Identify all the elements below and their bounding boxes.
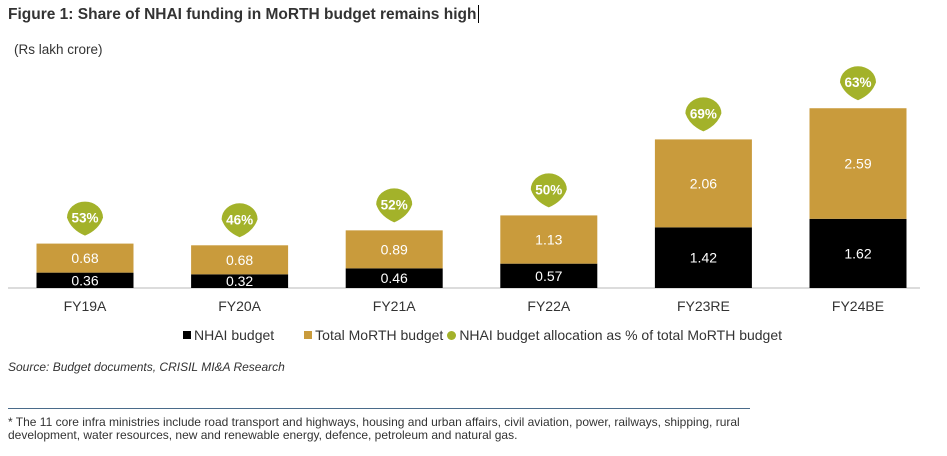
percent-bubble: [67, 201, 103, 236]
percent-bubble: [685, 97, 722, 132]
data-label-morth: 0.68: [226, 252, 253, 268]
legend-label: NHAI budget allocation as % of total MoR…: [459, 327, 783, 343]
data-label-morth: 1.13: [535, 232, 562, 248]
chart-title: Figure 1: Share of NHAI funding in MoRTH…: [8, 5, 480, 24]
data-label-morth: 0.89: [381, 241, 408, 257]
percent-bubble: [221, 203, 258, 238]
bar-nhai: [191, 274, 289, 288]
legend-swatch-nhai: [183, 331, 191, 339]
percent-label: 46%: [226, 212, 253, 227]
bar-nhai: [36, 272, 134, 288]
percent-bubble: [840, 66, 876, 101]
percent-label: 52%: [381, 197, 408, 212]
bar-morth: [36, 243, 134, 273]
percent-label: 50%: [535, 182, 562, 197]
x-tick-label: FY24BE: [832, 298, 884, 314]
footnote: * The 11 core infra ministries include r…: [8, 415, 740, 442]
bar-chart: 0.36 0.68 53% FY19A 0.32 0.68 46% FY20A 0.46 0.89…: [8, 66, 920, 314]
x-tick-label: FY23RE: [677, 298, 730, 314]
bar-morth: [345, 230, 443, 269]
legend-swatch-morth: [304, 331, 313, 339]
data-label-nhai: 1.62: [844, 245, 871, 261]
legend-item-morth: Total MoRTH budget: [304, 327, 443, 343]
data-label-nhai: 1.42: [690, 250, 717, 266]
x-tick-label: FY22A: [527, 298, 570, 314]
bar-morth: [191, 245, 289, 275]
text-cursor: [478, 5, 480, 23]
data-label-morth: 2.06: [690, 175, 717, 191]
bar-nhai: [809, 218, 907, 288]
source-note: Source: Budget documents, CRISIL MI&A Re…: [8, 360, 285, 374]
data-label-morth: 2.59: [844, 156, 871, 172]
bar-morth: [500, 215, 598, 264]
title-text: Figure 1: Share of NHAI funding in MoRTH…: [8, 6, 477, 23]
bar-morth: [809, 108, 907, 219]
x-tick-label: FY20A: [218, 298, 261, 314]
percent-bubble: [376, 188, 413, 223]
legend-item-nhai: NHAI budget: [183, 327, 274, 343]
x-tick-label: FY19A: [64, 298, 107, 314]
bar-nhai: [500, 263, 598, 288]
percent-label: 69%: [690, 106, 717, 121]
x-tick-label: FY21A: [373, 298, 416, 314]
percent-label: 53%: [71, 211, 98, 226]
percent-bubble: [530, 173, 567, 208]
legend-label: NHAI budget: [194, 327, 275, 343]
legend-label: Total MoRTH budget: [315, 327, 444, 343]
bar-morth: [654, 139, 752, 228]
data-label-nhai: 0.57: [535, 268, 562, 284]
percent-label: 63%: [844, 75, 871, 90]
data-label-morth: 0.68: [71, 250, 98, 266]
data-label-nhai: 0.46: [381, 270, 408, 286]
bar-nhai: [654, 227, 752, 288]
data-label-nhai: 0.32: [226, 273, 253, 289]
legend-dot-percent: [447, 330, 457, 340]
legend: NHAI budget Total MoRTH budget NHAI budg…: [183, 327, 792, 343]
divider: [8, 408, 750, 409]
unit-label: (Rs lakh crore): [14, 42, 103, 57]
bar-nhai: [345, 268, 443, 288]
data-label-nhai: 0.36: [71, 272, 98, 288]
legend-item-percent: NHAI budget allocation as % of total MoR…: [447, 327, 782, 343]
